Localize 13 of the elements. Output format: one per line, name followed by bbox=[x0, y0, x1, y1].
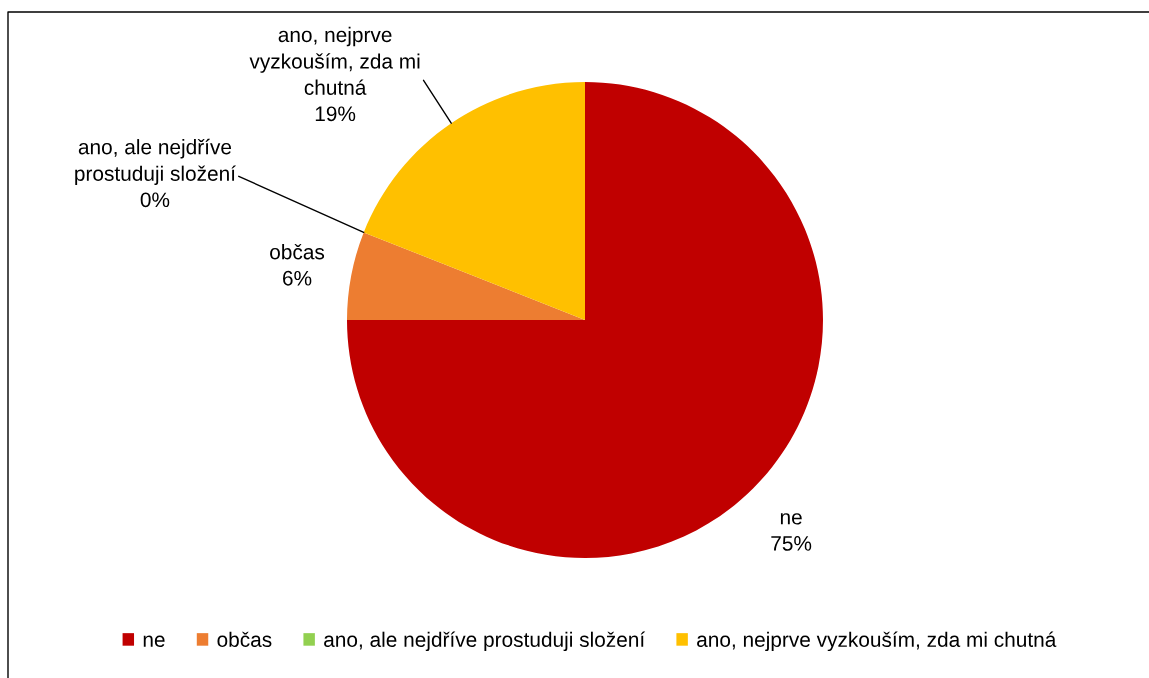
legend-label: ne bbox=[143, 635, 165, 647]
text: 0% bbox=[140, 192, 170, 208]
data-label: 75% bbox=[771, 536, 812, 551]
legend-label: ano, nejprve vyzkouším, zda mi chutná bbox=[697, 631, 1057, 652]
legend-label: ano, ale nejdříve prostuduji složení bbox=[324, 631, 646, 652]
slice-label: ano, nejprve vyzkouším, zda mi chutná bbox=[249, 26, 420, 95]
category-label: ano, ale nejdříve prostuduji složení bbox=[75, 138, 236, 186]
legend-label: občas bbox=[217, 631, 272, 647]
slice-label: občas bbox=[270, 244, 325, 260]
data-label: 19% bbox=[315, 106, 356, 122]
slice-label: ne bbox=[780, 513, 802, 525]
data-label: 6% bbox=[283, 270, 312, 286]
pie-slice bbox=[347, 232, 585, 320]
